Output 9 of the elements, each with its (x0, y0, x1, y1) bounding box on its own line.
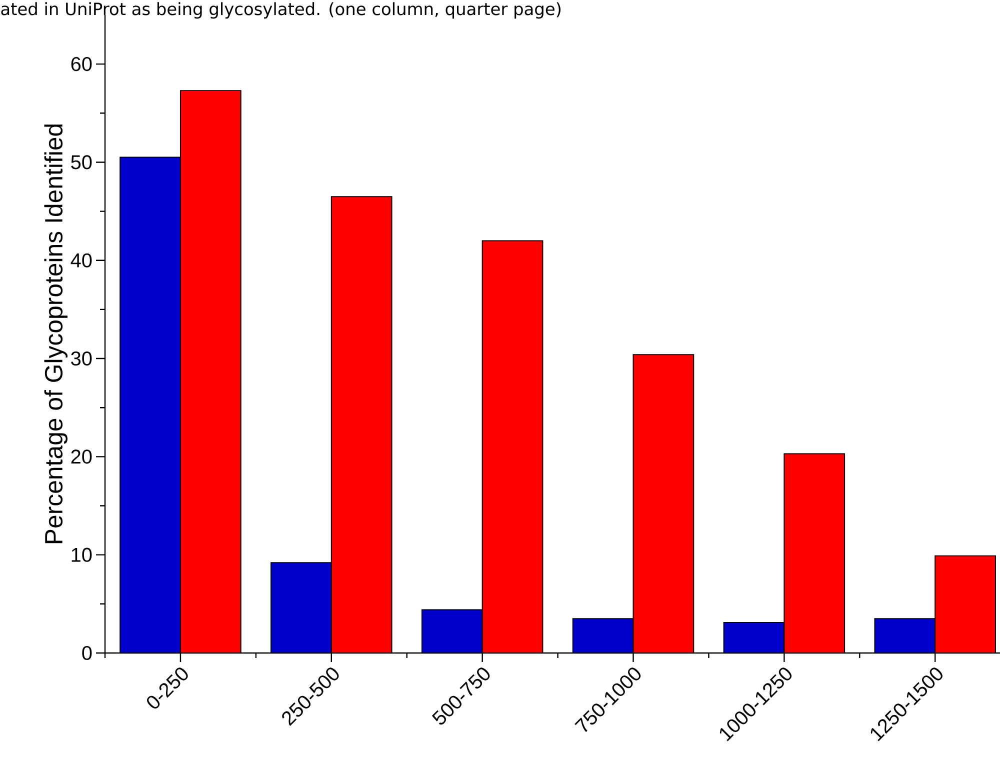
y-tick-label: 30 (71, 351, 92, 366)
y-tick-label: 10 (72, 548, 92, 562)
y-axis-title: Percentage of Glycoproteins Identified (44, 124, 68, 544)
annotation: ated in UniProt as being glycosylated. (one column, quarter page) (1, 2, 561, 19)
y-tick-label: 60 (71, 57, 92, 72)
y-tick-label: 40 (70, 253, 92, 268)
y-tick-label: 0 (82, 646, 92, 660)
y-tick-label: 20 (71, 450, 92, 464)
y-tick-label: 50 (71, 155, 92, 170)
